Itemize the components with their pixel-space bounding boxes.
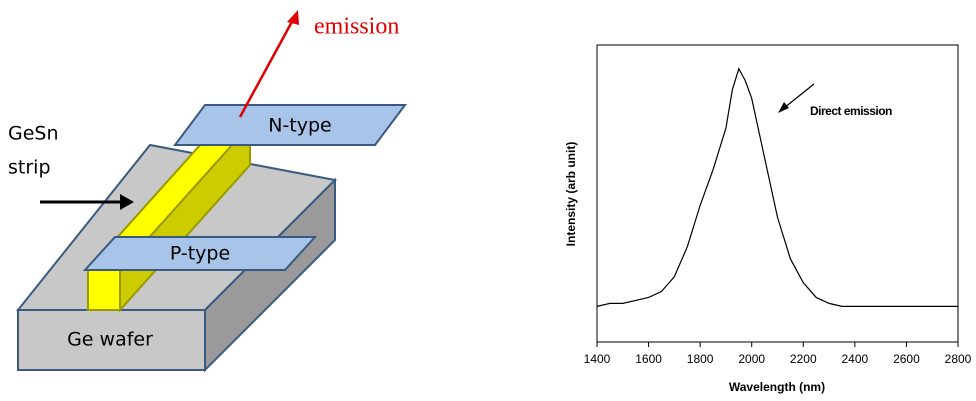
x-tick-label: 2600 bbox=[893, 352, 920, 366]
wafer-label: Ge wafer bbox=[67, 329, 153, 351]
figure: emission GeSn strip N-type P-type Ge waf… bbox=[0, 0, 976, 401]
n-type-label: N-type bbox=[268, 115, 332, 137]
x-axis-label: Wavelength (nm) bbox=[729, 380, 825, 394]
x-tick-label: 1800 bbox=[687, 352, 714, 366]
y-axis-label: Intensity (arb unit) bbox=[564, 142, 578, 247]
strip-label: GeSn bbox=[8, 123, 59, 145]
annotation: Direct emission bbox=[810, 104, 892, 118]
x-tick-label: 2000 bbox=[738, 352, 765, 366]
x-tick-label: 2200 bbox=[790, 352, 817, 366]
emission-arrow-head bbox=[287, 10, 299, 25]
strip-front bbox=[88, 270, 120, 310]
strip-label: strip bbox=[8, 157, 51, 179]
x-tick-label: 2800 bbox=[945, 352, 972, 366]
x-tick-label: 1400 bbox=[584, 352, 611, 366]
spectrum-line bbox=[597, 69, 958, 307]
x-tick-label: 2400 bbox=[842, 352, 869, 366]
emission-arrow bbox=[240, 18, 294, 117]
plot-frame bbox=[597, 45, 958, 342]
emission-label: emission bbox=[314, 14, 399, 40]
x-tick-label: 1600 bbox=[635, 352, 662, 366]
p-type-label: P-type bbox=[170, 243, 230, 265]
annotation-arrow-head bbox=[778, 102, 789, 113]
